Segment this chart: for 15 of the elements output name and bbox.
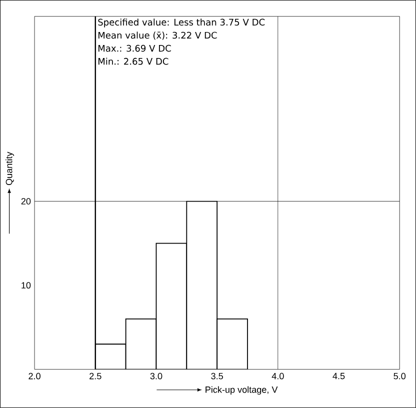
x-tick-label: 3.5 <box>211 372 223 380</box>
x-tick-label: 2.5 <box>90 372 102 380</box>
x-tick-label: 3.0 <box>150 372 162 380</box>
annotation: Min.: 2.65 V DC <box>98 58 168 65</box>
x-tick-label: 2.0 <box>28 372 40 380</box>
annotation: Specified value: Less than 3.75 V DC <box>98 18 265 28</box>
x-tick-label: 4.5 <box>332 372 345 380</box>
x-axis-title: Pick-up voltage, V <box>206 386 278 395</box>
x-tick-label: 5.0 <box>394 372 406 380</box>
y-tick-label: 20 <box>21 198 31 205</box>
y-tick-label: 10 <box>22 282 31 289</box>
y-axis-title: Quantity <box>6 152 14 186</box>
x-tick-label: 4.0 <box>272 372 284 380</box>
annotation: Max.: 3.69 V DC <box>98 44 171 52</box>
annotation: Mean value (x̄): 3.22 V DC <box>98 32 217 40</box>
